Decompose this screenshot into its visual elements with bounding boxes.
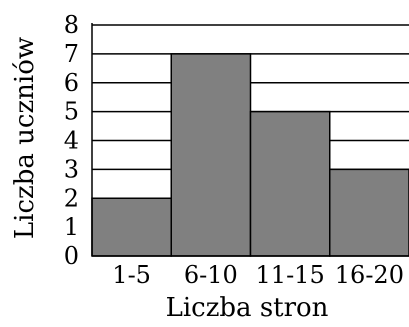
axes: [91, 23, 409, 257]
bars: [91, 53, 409, 257]
y-tick-label: 8: [64, 11, 79, 39]
y-tick-label: 4: [64, 127, 79, 155]
y-tick-label: 2: [64, 184, 79, 212]
y-tick-label: 5: [64, 98, 79, 126]
bar: [329, 168, 409, 257]
x-category-label: 16-20: [335, 261, 404, 289]
y-tick-label: 7: [64, 40, 79, 68]
x-category-labels: 1-5 6-10 11-15 16-20: [112, 261, 404, 289]
bar: [170, 53, 252, 257]
y-axis-title: Liczba uczniów: [10, 37, 40, 239]
y-tick-label: 6: [64, 69, 79, 97]
y-tick-label: 1: [64, 213, 79, 241]
y-tick-label: 0: [64, 242, 79, 270]
x-category-label: 1-5: [112, 261, 151, 289]
x-axis-title: Liczba stron: [166, 293, 329, 323]
y-tick-label: 3: [64, 155, 79, 183]
x-category-label: 11-15: [256, 261, 325, 289]
x-category-label: 6-10: [184, 261, 238, 289]
bar: [249, 110, 331, 257]
bar: [91, 197, 172, 257]
